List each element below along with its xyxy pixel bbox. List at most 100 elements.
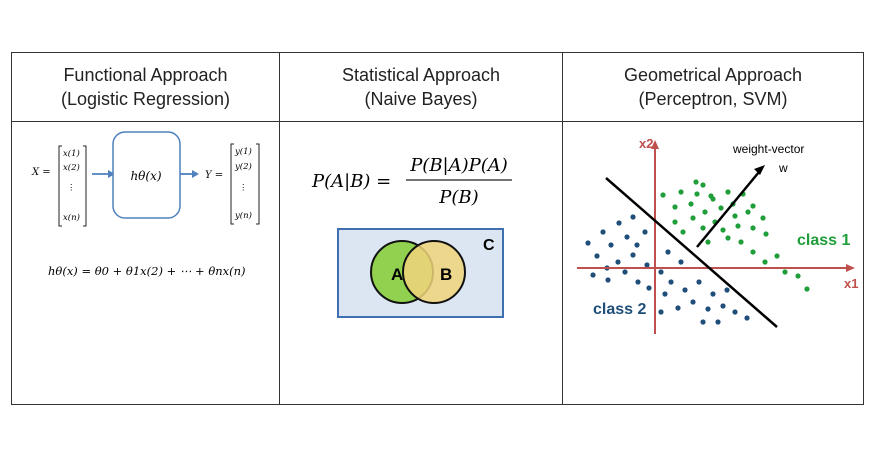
class2-point [682,287,688,293]
decision-boundary [605,177,778,328]
w-label: w [778,161,788,175]
class1-point [732,213,738,219]
x-vector-label: X = [31,167,51,178]
class2-point [635,279,641,285]
functional-subtitle: (Logistic Regression) [60,89,231,109]
class2-point [594,253,600,259]
class2-point [732,309,738,315]
model-label: hθ(x) [130,169,161,183]
class1-point [694,191,700,197]
functional-header: Functional Approach (Logistic Regression… [12,53,279,121]
class1-point [678,189,684,195]
class1-point [708,193,714,199]
x2-axis-arrow [651,140,659,149]
x-item: x(n) [63,212,80,223]
x1-axis-arrow [846,264,855,272]
class1-point [782,269,788,275]
class2-point [590,272,596,278]
x2-label: x2 [639,136,653,151]
class1-point [750,249,756,255]
class1-point [672,204,678,210]
class1-point [795,273,801,279]
class2-point [675,305,681,311]
class1-point [718,205,724,211]
class1-point [690,215,696,221]
input-arrow-head [108,170,115,178]
y-item: ⋮ [239,183,248,193]
class2-point [696,279,702,285]
weight-vector-arrow-head [754,165,765,175]
class2-point [605,277,611,283]
geometrical-header: Geometrical Approach (Perceptron, SVM) [563,53,863,121]
class2-point [600,229,606,235]
column-divider [279,53,280,404]
class2-point [585,240,591,246]
bayes-lhs: P(A|B) = [311,171,391,192]
y-vector-label: Y = [205,170,223,181]
weight-vector-arrow [696,171,760,248]
statistical-title: Statistical Approach [341,65,501,85]
venn-label-c: C [483,237,495,254]
class1-point [720,227,726,233]
venn-label-a: A [391,265,403,284]
functional-title: Functional Approach [63,65,228,85]
class2-point [642,229,648,235]
functional-diagram: X = x(1) x(2) ⋮ x(n) hθ(x) Y = y(1) y(2)… [31,131,260,278]
class2-point [665,249,671,255]
class2-point [624,234,630,240]
scatter-points [585,179,810,325]
class1-point [725,189,731,195]
class2-point [616,220,622,226]
class1-point [762,259,768,265]
class2-point [608,242,614,248]
class1-point [745,209,751,215]
class2-point [630,214,636,220]
hypothesis-equation: hθ(x) = θ0 + θ1x(2) + ⋯ + θnx(n) [48,264,246,278]
class2-point [615,259,621,265]
class2-point [678,259,684,265]
class1-point [763,231,769,237]
class2-point [658,309,664,315]
statistical-header: Statistical Approach (Naive Bayes) [280,53,562,121]
class1-point [735,223,741,229]
column-divider [562,53,563,404]
venn-label-b: B [440,265,452,284]
header-divider [12,121,863,122]
class1-point [702,209,708,215]
class1-point [738,239,744,245]
class1-point [760,215,766,221]
class2-point [646,285,652,291]
venn-circle-b [402,240,466,304]
class1-point [750,203,756,209]
class2-point [715,319,721,325]
class1-point [705,239,711,245]
class2-point [622,269,628,275]
class1-point [804,286,810,292]
class1-point [725,235,731,241]
class2-point [720,303,726,309]
class2-point [710,291,716,297]
geometrical-title: Geometrical Approach [623,65,803,85]
class2-point [634,242,640,248]
class1-point [750,225,756,231]
class1-point [680,229,686,235]
class2-label: class 2 [593,301,646,318]
class2-point [668,279,674,285]
y-item: y(2) [234,161,252,172]
class1-point [672,219,678,225]
y-vector-brackets [230,143,260,225]
class1-point [700,182,706,188]
class2-point [658,269,664,275]
class1-point [688,201,694,207]
class2-point [705,306,711,312]
class1-point [774,253,780,259]
statistical-subtitle: (Naive Bayes) [364,89,478,109]
class2-point [630,252,636,258]
bayes-denominator: P(B) [438,187,478,208]
model-box [112,131,181,219]
class1-point [700,225,706,231]
x1-label: x1 [844,276,858,291]
class1-label: class 1 [797,232,850,249]
approach-table: Functional Approach (Logistic Regression… [11,52,864,405]
class2-point [690,299,696,305]
